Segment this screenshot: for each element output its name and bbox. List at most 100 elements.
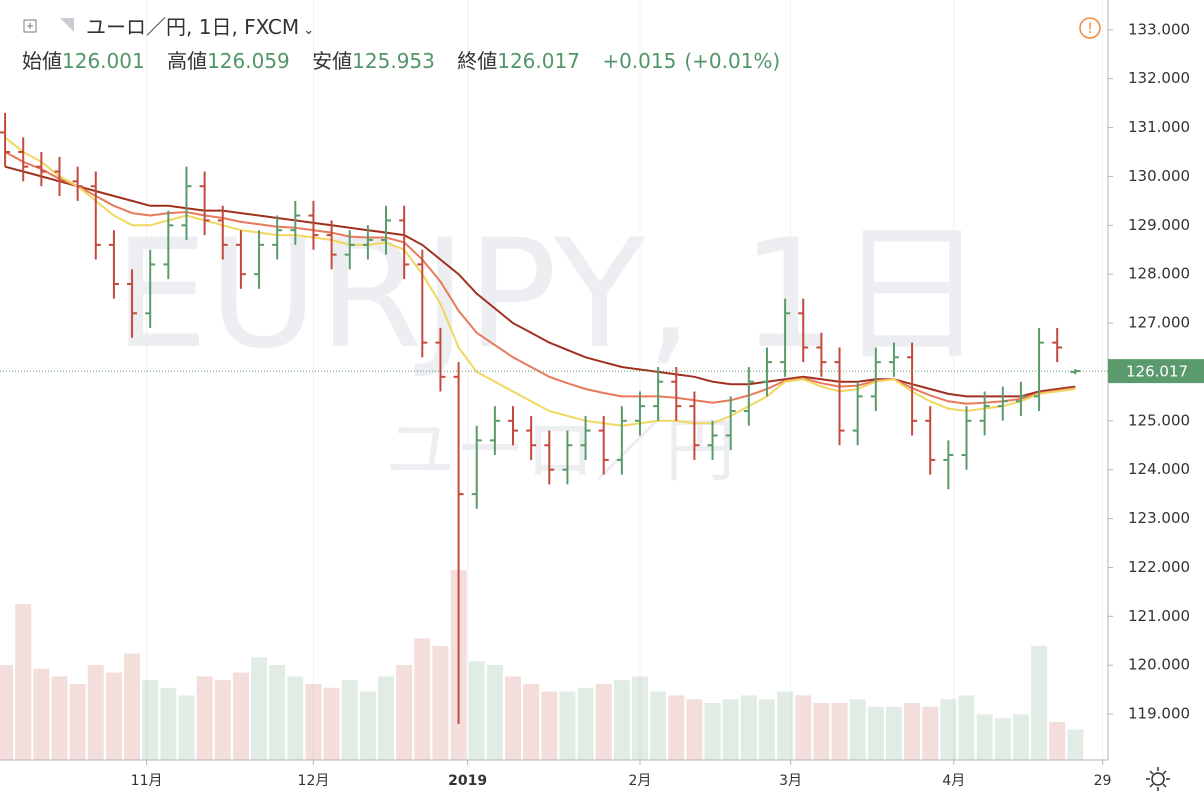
x-tick-label: 3月 [779,773,802,789]
axes: 119.000 120.000 121.000 122.000 123.000 124.0… [0,20,1204,789]
symbol-title[interactable]: ユーロ／円, 1日, FXCM [86,15,300,39]
volume-bar [849,699,866,760]
y-tick-label: 124.000 [1128,460,1190,478]
x-tick-label: 12月 [298,773,330,789]
y-tick-label: 123.000 [1128,509,1190,527]
y-tick-label: 132.000 [1128,69,1190,87]
symbol-row[interactable]: ユーロ／円, 1日, FXCM ⌄ [86,15,315,39]
low-label: 安値 [312,49,353,73]
open-value: 126.001 [62,49,145,73]
volume-bar [359,691,376,760]
moving-average [4,136,1076,427]
volume-bar [269,665,286,760]
symbol-flag [60,18,74,32]
change-pct: (+0.01%) [684,49,781,73]
volume-bar [378,676,395,760]
last-price-box [1108,359,1204,384]
high-label: 高値 [167,49,208,73]
volume-bar [15,604,32,760]
y-tick-label: 120.000 [1128,656,1190,674]
volume-bar [994,718,1011,760]
volume-bar [795,695,812,760]
volume-bar [105,672,122,760]
y-tick-label: 125.000 [1128,411,1190,429]
ohlc-row: 始値126.001 高値126.059 安値125.953 終値126.017 … [22,46,796,76]
volume-bar [87,665,104,760]
alert-icon[interactable] [1079,17,1101,39]
volume-bar [740,695,757,760]
volume-bar [668,695,685,760]
volume-bar [777,691,794,760]
volume-bar [160,687,177,760]
volume-bar [232,672,249,760]
volume-bar [813,703,830,760]
volume-bar [922,706,939,760]
price-bars [0,112,1081,724]
volume-bar [704,703,721,760]
volume-bar [196,676,213,760]
volume-bar [178,695,195,760]
volume-bar [1067,729,1084,760]
volume-bar [976,714,993,760]
x-tick-label: 2月 [629,773,652,789]
last-price-label: 126.017 [1126,363,1188,381]
open-label: 始値 [22,49,62,73]
volume-bar [722,699,739,760]
grid [146,0,1104,760]
x-tick-label: 11月 [131,773,163,789]
volume-bar [323,687,340,760]
volume-bar [523,684,540,760]
volume-bar [1049,722,1066,760]
y-tick-label: 121.000 [1128,607,1190,625]
y-tick-label: 127.000 [1128,314,1190,332]
settings-icon[interactable] [1146,767,1170,791]
volume-bar [486,665,503,760]
volume-bar [831,703,848,760]
y-tick-label: 133.000 [1128,20,1190,38]
alert-icon-mark: ! [1087,21,1093,37]
x-tick-label: 4月 [942,773,965,789]
volume-bar [1031,646,1048,760]
volume-bar [1012,714,1029,760]
volume-bar [124,653,141,760]
volume-bar [904,703,921,760]
volume-bar [541,691,558,760]
close-label: 終値 [457,49,498,73]
volume-bar [214,680,231,760]
y-tick-label: 130.000 [1128,167,1190,185]
volume-bar [33,668,50,760]
y-tick-label: 122.000 [1128,558,1190,576]
volume-bar [686,699,703,760]
volume-bar [505,676,522,760]
volume-bar [650,691,667,760]
volume-bar [577,687,594,760]
volume-bar [595,684,612,760]
low-value: 125.953 [352,49,435,73]
volume [0,570,1084,760]
volume-bar [613,680,630,760]
moving-averages [4,136,1076,427]
x-tick-label: 2019 [448,773,487,789]
volume-bar [0,665,14,760]
volume-bar [958,695,975,760]
volume-bar [559,691,576,760]
volume-bar [51,676,68,760]
volume-bar [885,706,902,760]
volume-bar [305,684,322,760]
volume-bar [414,638,431,760]
volume-bar [631,676,648,760]
volume-bar [142,680,159,760]
change: +0.015 [602,49,677,73]
x-tick-label: 29 [1094,773,1112,789]
volume-bar [867,706,884,760]
volume-bar [940,699,957,760]
watermark: EURJPY, 1日 [114,208,987,382]
volume-bar [251,657,268,760]
expand-icon[interactable] [23,19,37,33]
watermark-sub: ユーロ／円 [385,409,735,491]
volume-bar [396,665,413,760]
volume-bar [69,684,86,760]
y-tick-label: 128.000 [1128,265,1190,283]
volume-bar [432,646,449,760]
